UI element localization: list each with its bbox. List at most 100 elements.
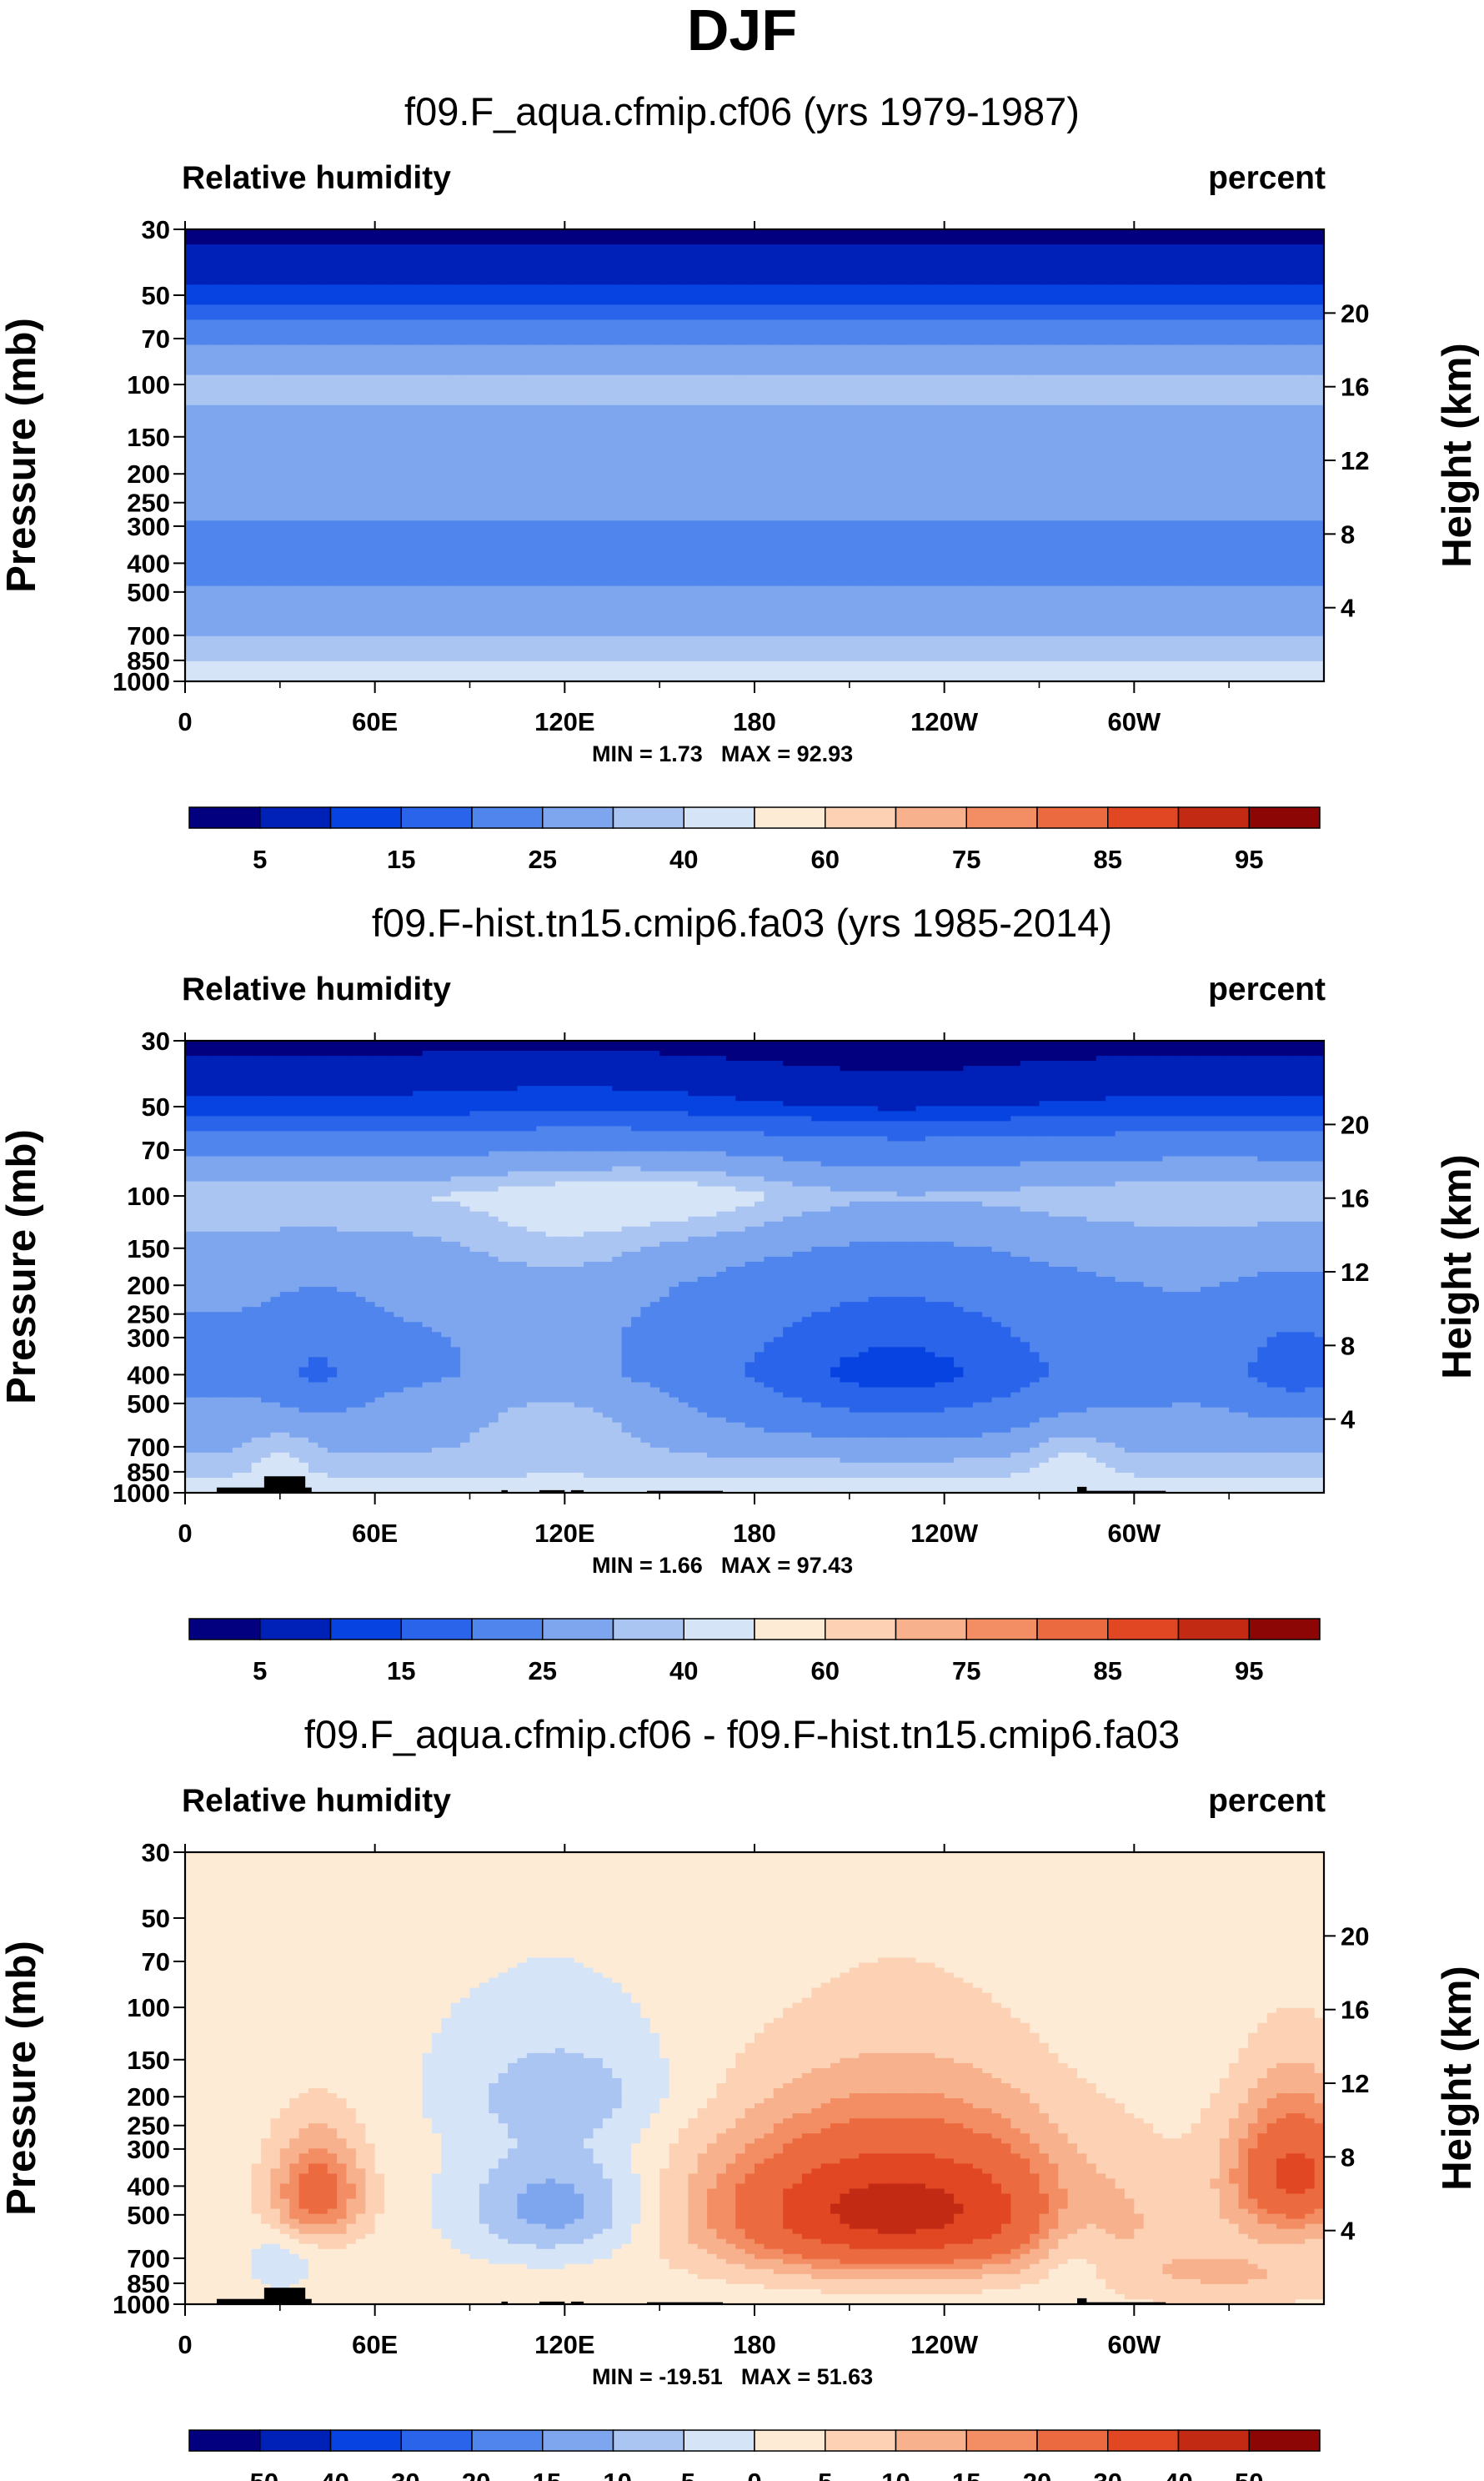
contour-cell xyxy=(1116,249,1126,255)
contour-cell xyxy=(356,269,366,275)
contour-cell xyxy=(375,244,385,250)
contour-cell xyxy=(793,244,803,250)
contour-cell xyxy=(1315,234,1325,240)
contour-cell xyxy=(631,259,641,265)
contour-cell xyxy=(328,264,338,270)
contour-cell xyxy=(1229,259,1239,265)
contour-cell xyxy=(679,264,689,270)
figure-title: DJF xyxy=(687,0,797,63)
contour-cell xyxy=(527,254,537,260)
contour-cell xyxy=(1096,239,1106,245)
contour-cell xyxy=(755,239,765,245)
contour-cell xyxy=(1040,254,1050,260)
contour-cell xyxy=(470,269,480,275)
contour-cell xyxy=(546,254,556,260)
contour-cell xyxy=(499,239,509,245)
contour-cell xyxy=(1239,234,1249,240)
contour-cell xyxy=(1040,269,1050,275)
contour-cell xyxy=(916,264,926,270)
figure: DJF f09.F_aqua.cfmip.cf06 (yrs 1979-1987… xyxy=(0,0,1484,2481)
contour-cell xyxy=(869,234,879,240)
contour-cell xyxy=(735,259,745,265)
contour-cell xyxy=(555,259,565,265)
contour-cell xyxy=(441,254,451,260)
contour-cell xyxy=(982,259,992,265)
contour-cell xyxy=(299,269,309,275)
contour-cell xyxy=(650,269,660,275)
contour-cell xyxy=(878,249,888,255)
contour-cell xyxy=(735,264,745,270)
contour-cell xyxy=(1058,259,1068,265)
contour-cell xyxy=(574,269,584,275)
contour-cell xyxy=(1276,239,1286,245)
contour-cell xyxy=(1210,264,1220,270)
contour-cell xyxy=(413,249,423,255)
contour-cell xyxy=(1125,259,1135,265)
contour-cell xyxy=(1181,249,1191,255)
contour-cell xyxy=(252,249,262,255)
contour-cell xyxy=(479,254,489,260)
contour-cell xyxy=(432,249,442,255)
contour-cell xyxy=(318,259,328,265)
contour-cell xyxy=(783,249,793,255)
contour-cell xyxy=(793,254,803,260)
contour-cell xyxy=(612,269,622,275)
contour-cell xyxy=(640,234,650,240)
contour-cell xyxy=(612,254,622,260)
contour-cell xyxy=(1257,234,1267,240)
contour-cell xyxy=(698,259,708,265)
contour-cell xyxy=(213,234,223,240)
contour-cell xyxy=(716,249,726,255)
contour-cell xyxy=(593,244,603,250)
contour-cell xyxy=(897,239,907,245)
contour-cell xyxy=(365,264,375,270)
contour-cell xyxy=(1001,234,1011,240)
contour-cell xyxy=(242,234,252,240)
contour-cell xyxy=(213,249,223,255)
contour-cell xyxy=(270,269,280,275)
contour-cell xyxy=(764,264,774,270)
contour-cell xyxy=(992,239,1002,245)
contour-cell xyxy=(659,244,669,250)
contour-cell xyxy=(802,234,812,240)
contour-cell xyxy=(945,239,955,245)
contour-cell xyxy=(1125,244,1135,250)
contour-cell xyxy=(612,264,622,270)
contour-cell xyxy=(1058,234,1068,240)
contour-cell xyxy=(413,264,423,270)
contour-cell xyxy=(802,239,812,245)
contour-cell xyxy=(204,254,214,260)
contour-cell xyxy=(1191,234,1201,240)
contour-cell xyxy=(850,249,860,255)
contour-cell xyxy=(280,269,290,275)
contour-cell xyxy=(906,259,916,265)
contour-cell xyxy=(185,244,195,250)
contour-cell xyxy=(935,254,945,260)
contour-cell xyxy=(1030,264,1040,270)
contour-cell xyxy=(328,249,338,255)
contour-cell xyxy=(289,239,299,245)
contour-cell xyxy=(945,259,955,265)
contour-cell xyxy=(555,244,565,250)
contour-cell xyxy=(1134,249,1144,255)
contour-cell xyxy=(869,269,879,275)
contour-cell xyxy=(261,239,271,245)
contour-cell xyxy=(1144,239,1154,245)
contour-cell xyxy=(973,269,983,275)
contour-cell xyxy=(973,234,983,240)
contour-cell xyxy=(830,264,840,270)
contour-cell xyxy=(404,254,414,260)
contour-cell xyxy=(347,239,357,245)
contour-cell xyxy=(517,244,527,250)
contour-cell xyxy=(289,249,299,255)
contour-cell xyxy=(289,259,299,265)
contour-cell xyxy=(555,234,565,240)
contour-cell xyxy=(280,239,290,245)
contour-cell xyxy=(622,254,632,260)
contour-cell xyxy=(318,249,328,255)
contour-cell xyxy=(308,264,318,270)
contour-cell xyxy=(698,239,708,245)
contour-cell xyxy=(536,269,546,275)
contour-cell xyxy=(280,254,290,260)
contour-cell xyxy=(716,269,726,275)
